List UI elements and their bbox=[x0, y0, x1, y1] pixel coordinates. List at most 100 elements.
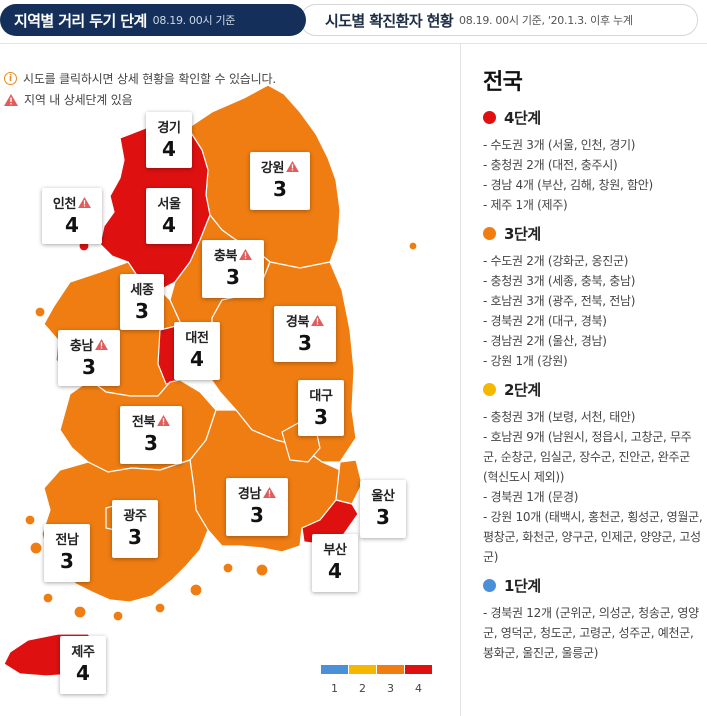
island-w-2 bbox=[34, 306, 46, 318]
tab-confirmed-cases-sub: 08.19. 00시 기준, '20.1.3. 이후 누계 bbox=[459, 14, 633, 27]
legend-label: 1 bbox=[331, 682, 338, 695]
region-level: 4 bbox=[162, 213, 176, 237]
legend-swatch bbox=[321, 665, 348, 674]
region-card-chungnam[interactable]: 충남 3 bbox=[58, 330, 120, 386]
region-card-chungbuk[interactable]: 충북 3 bbox=[202, 240, 264, 298]
region-card-seoul[interactable]: 서울 4 bbox=[146, 188, 192, 244]
region-level: 4 bbox=[65, 213, 79, 237]
region-name: 전북 bbox=[120, 411, 182, 430]
region-card-gyeongbuk[interactable]: 경북 3 bbox=[274, 306, 336, 362]
region-level: 3 bbox=[128, 525, 142, 549]
region-name-text: 경남 bbox=[237, 487, 262, 502]
island-s-2 bbox=[154, 602, 166, 614]
tab-confirmed-cases[interactable]: 시도별 확진환자 현황 08.19. 00시 기준, '20.1.3. 이후 누… bbox=[300, 4, 698, 36]
region-card-jeju[interactable]: 제주 4 bbox=[60, 636, 106, 694]
island-sw-2 bbox=[29, 541, 43, 555]
region-level: 4 bbox=[328, 559, 342, 583]
warning-icon bbox=[311, 315, 325, 326]
region-card-gangwon[interactable]: 강원 3 bbox=[250, 152, 310, 210]
level-list-item: - 호남권 9개 (남원시, 정읍시, 고창군, 무주군, 순창군, 임실군, … bbox=[483, 430, 692, 484]
region-card-jeonnam[interactable]: 전남 3 bbox=[44, 524, 90, 582]
region-card-jeonbuk[interactable]: 전북 3 bbox=[120, 406, 182, 464]
level-list-item: - 강원 10개 (태백시, 홍천군, 횡성군, 영월군, 평창군, 화천군, … bbox=[483, 510, 703, 564]
detail-info-text: 지역 내 상세단계 있음 bbox=[24, 93, 133, 107]
region-name: 경기 bbox=[146, 117, 192, 136]
legend-item-2: 2 bbox=[349, 665, 376, 695]
level-list: - 충청권 3개 (보령, 서천, 태안) - 호남권 9개 (남원시, 정읍시,… bbox=[483, 407, 707, 567]
region-name: 세종 bbox=[120, 279, 164, 298]
region-card-sejong[interactable]: 세종 3 bbox=[120, 274, 164, 330]
warning-icon bbox=[157, 415, 171, 426]
level-list-item: - 경남 4개 (부산, 김해, 창원, 함안) bbox=[483, 178, 653, 192]
region-card-gwangju[interactable]: 광주 3 bbox=[112, 500, 158, 558]
region-level: 3 bbox=[273, 177, 287, 201]
level-list-item: - 호남권 3개 (광주, 전북, 전남) bbox=[483, 294, 636, 308]
level-block-level-4: 4단계 - 수도권 3개 (서울, 인천, 경기) - 충청권 2개 (대전, 충주… bbox=[483, 107, 707, 215]
level-list-item: - 경북권 12개 (군위군, 의성군, 청송군, 영양군, 영덕군, 청도군,… bbox=[483, 606, 699, 660]
level-block-level-1: 1단계 - 경북권 12개 (군위군, 의성군, 청송군, 영양군, 영덕군, 청… bbox=[483, 575, 707, 663]
region-name-text: 충북 bbox=[213, 249, 238, 264]
region-name-text: 전남 bbox=[55, 533, 79, 548]
region-name-text: 부산 bbox=[323, 543, 347, 558]
region-name: 인천 bbox=[42, 193, 102, 212]
region-name-text: 광주 bbox=[123, 509, 147, 524]
level-dot-icon bbox=[483, 383, 496, 396]
click-info-text: 시도를 클릭하시면 상세 현황을 확인할 수 있습니다. bbox=[23, 72, 276, 86]
region-name: 광주 bbox=[112, 505, 158, 524]
legend-item-4: 4 bbox=[405, 665, 432, 695]
warning-icon bbox=[239, 249, 253, 260]
region-card-gyeongnam[interactable]: 경남 3 bbox=[226, 478, 288, 536]
region-level: 3 bbox=[144, 431, 158, 455]
info-icon: i bbox=[4, 72, 17, 85]
region-name: 대구 bbox=[298, 385, 344, 404]
region-card-daegu[interactable]: 대구 3 bbox=[298, 380, 344, 436]
legend-label: 4 bbox=[415, 682, 422, 695]
warning-icon bbox=[78, 197, 92, 208]
region-name-text: 대구 bbox=[309, 389, 333, 404]
region-shape-busan[interactable] bbox=[301, 499, 359, 545]
region-shape-ulsan[interactable] bbox=[335, 459, 363, 505]
legend-label: 3 bbox=[387, 682, 394, 695]
region-level: 3 bbox=[135, 299, 149, 323]
region-card-busan[interactable]: 부산 4 bbox=[312, 534, 358, 592]
region-name-text: 울산 bbox=[371, 489, 395, 504]
level-list-item: - 수도권 2개 (강화군, 옹진군) bbox=[483, 254, 629, 268]
level-dot-icon bbox=[483, 111, 496, 124]
level-list-item: - 충청권 3개 (세종, 충북, 충남) bbox=[483, 274, 636, 288]
region-card-gyeonggi[interactable]: 경기 4 bbox=[146, 112, 192, 168]
level-legend: 1 2 3 4 bbox=[321, 665, 433, 695]
legend-label: 2 bbox=[359, 682, 366, 695]
level-list-item: - 제주 1개 (제주) bbox=[483, 198, 568, 212]
region-level: 3 bbox=[226, 265, 240, 289]
tab-bar: 시도별 확진환자 현황 08.19. 00시 기준, '20.1.3. 이후 누… bbox=[0, 0, 707, 44]
region-name: 충북 bbox=[202, 245, 264, 264]
region-name-text: 제주 bbox=[71, 645, 95, 660]
warning-icon bbox=[4, 93, 18, 106]
island-sw-3 bbox=[42, 592, 54, 604]
region-name: 충남 bbox=[58, 335, 120, 354]
island-sw-1 bbox=[24, 514, 36, 526]
region-name-text: 충남 bbox=[69, 339, 94, 354]
region-name-text: 강원 bbox=[260, 161, 285, 176]
warning-icon bbox=[95, 339, 109, 350]
level-list-item: - 충청권 3개 (보령, 서천, 태안) bbox=[483, 410, 636, 424]
region-name: 서울 bbox=[146, 193, 192, 212]
region-level: 4 bbox=[162, 137, 176, 161]
region-card-ulsan[interactable]: 울산 3 bbox=[360, 480, 406, 538]
legend-swatch bbox=[349, 665, 376, 674]
region-name-text: 서울 bbox=[157, 197, 181, 212]
region-card-incheon[interactable]: 인천 4 bbox=[42, 188, 102, 244]
region-card-daejeon[interactable]: 대전 4 bbox=[174, 322, 220, 380]
tab-distancing-levels[interactable]: 지역별 거리 두기 단계 08.19. 00시 기준 bbox=[0, 4, 306, 36]
level-list: - 수도권 3개 (서울, 인천, 경기) - 충청권 2개 (대전, 충주시) -… bbox=[483, 135, 707, 215]
level-name: 4단계 bbox=[504, 109, 541, 127]
region-level: 4 bbox=[76, 661, 90, 685]
region-name-text: 대전 bbox=[185, 331, 209, 346]
level-list-item: - 강원 1개 (강원) bbox=[483, 354, 568, 368]
level-list-item: - 경북권 1개 (문경) bbox=[483, 490, 579, 504]
island-sw-4 bbox=[73, 605, 87, 619]
level-block-level-2: 2단계 - 충청권 3개 (보령, 서천, 태안) - 호남권 9개 (남원시, 정… bbox=[483, 379, 707, 567]
level-header: 2단계 bbox=[483, 379, 707, 400]
tab-distancing-levels-title: 지역별 거리 두기 단계 bbox=[14, 11, 147, 30]
level-dot-icon bbox=[483, 227, 496, 240]
